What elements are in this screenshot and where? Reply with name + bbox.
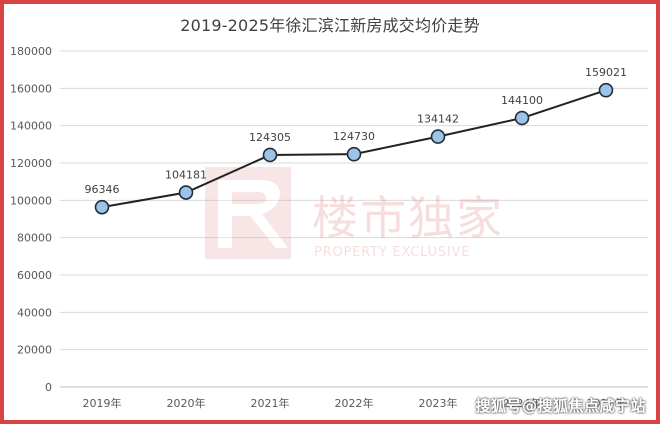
data-point — [598, 82, 614, 98]
data-point — [94, 199, 110, 215]
x-tick-label: 2022年 — [335, 396, 374, 410]
x-tick-label: 2020年 — [167, 396, 206, 410]
line-chart: 0 20000 40000 60000 80000 100000 120000 140000 1… — [10, 45, 648, 410]
watermark-en: PROPERTY EXCLUSIVE — [314, 245, 470, 260]
x-tick-label: 2023年 — [419, 396, 458, 410]
data-label: 124730 — [333, 130, 375, 143]
data-point — [514, 110, 530, 126]
y-tick-label: 140000 — [10, 120, 52, 133]
data-label: 134142 — [417, 113, 459, 126]
y-tick-label: 0 — [45, 381, 52, 394]
footer-watermark: 搜狐号@搜狐焦点咸宁站 — [475, 397, 646, 415]
y-tick-label: 60000 — [17, 269, 52, 282]
watermark-cn: 楼市独家 — [312, 191, 504, 245]
x-tick-label: 2019年 — [83, 396, 122, 410]
data-label: 124305 — [249, 131, 291, 144]
x-tick-label: 2024年 — [503, 396, 542, 410]
data-point — [346, 146, 362, 162]
y-tick-label: 20000 — [17, 344, 52, 357]
y-tick-label: 80000 — [17, 232, 52, 245]
data-label: 96346 — [85, 183, 120, 196]
data-point — [262, 147, 278, 163]
x-axis: 2019年 2020年 2021年 2022年 2023年 2024年 2025年 — [83, 396, 626, 410]
y-tick-label: 160000 — [10, 82, 52, 95]
y-tick-label: 120000 — [10, 157, 52, 170]
grid-lines — [60, 50, 648, 388]
property-exclusive-watermark: 楼市独家 PROPERTY EXCLUSIVE — [205, 167, 504, 260]
y-axis: 0 20000 40000 60000 80000 100000 120000 140000 1… — [10, 45, 52, 394]
data-point — [430, 129, 446, 144]
y-tick-label: 100000 — [10, 194, 52, 207]
x-tick-label: 2025年 — [587, 396, 626, 410]
data-label: 159021 — [585, 66, 627, 79]
data-point — [178, 185, 194, 200]
series-layer: 96346 104181 124305 124730 134142 144100 15902… — [85, 66, 627, 215]
data-label: 144100 — [501, 94, 543, 107]
data-label: 104181 — [165, 169, 207, 182]
chart-title: 2019-2025年徐汇滨江新房成交均价走势 — [180, 16, 480, 35]
r-logo-icon — [205, 167, 291, 259]
x-tick-label: 2021年 — [251, 396, 290, 410]
y-tick-label: 180000 — [10, 45, 52, 58]
y-tick-label: 40000 — [17, 306, 52, 319]
